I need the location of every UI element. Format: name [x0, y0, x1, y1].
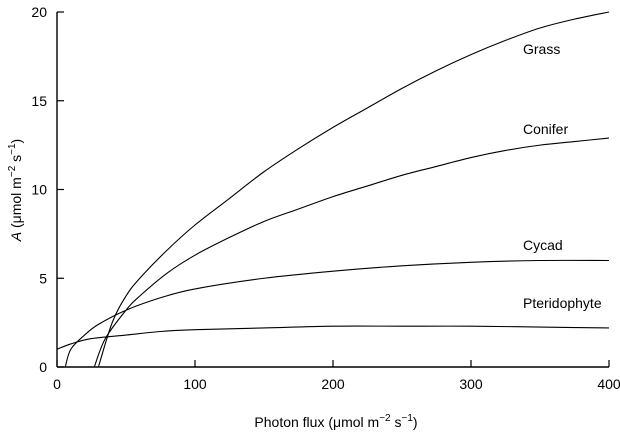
x-tick-label: 100 — [183, 376, 207, 392]
series-line-cycad — [64, 259, 610, 368]
series-line-grass — [97, 11, 610, 368]
y-tick-label: 15 — [31, 93, 47, 109]
y-tick-label: 5 — [39, 270, 47, 286]
curves — [56, 11, 610, 368]
y-axis-title: A (μmol m−2 s−1) — [7, 139, 24, 242]
y-tick-label: 0 — [39, 359, 47, 375]
series-label-conifer: Conifer — [523, 121, 568, 137]
plot-area: 0 100 200 300 400 0 5 10 15 20 — [31, 4, 620, 392]
y-tick-label: 10 — [31, 182, 47, 198]
x-tick-label: 300 — [459, 376, 483, 392]
axis-ticks: 0 100 200 300 400 0 5 10 15 20 — [31, 4, 620, 392]
series-label-pteridophyte: Pteridophyte — [523, 295, 602, 311]
x-tick-label: 200 — [321, 376, 345, 392]
series-label-grass: Grass — [523, 41, 560, 57]
x-axis-title: Photon flux (μmol m−2 s−1) — [254, 413, 417, 430]
y-tick-label: 20 — [31, 4, 47, 20]
series-line-conifer — [93, 137, 610, 368]
series-label-cycad: Cycad — [523, 237, 563, 253]
x-tick-label: 0 — [53, 376, 61, 392]
series-line-pteridophyte — [56, 325, 610, 350]
x-tick-label: 400 — [597, 376, 620, 392]
